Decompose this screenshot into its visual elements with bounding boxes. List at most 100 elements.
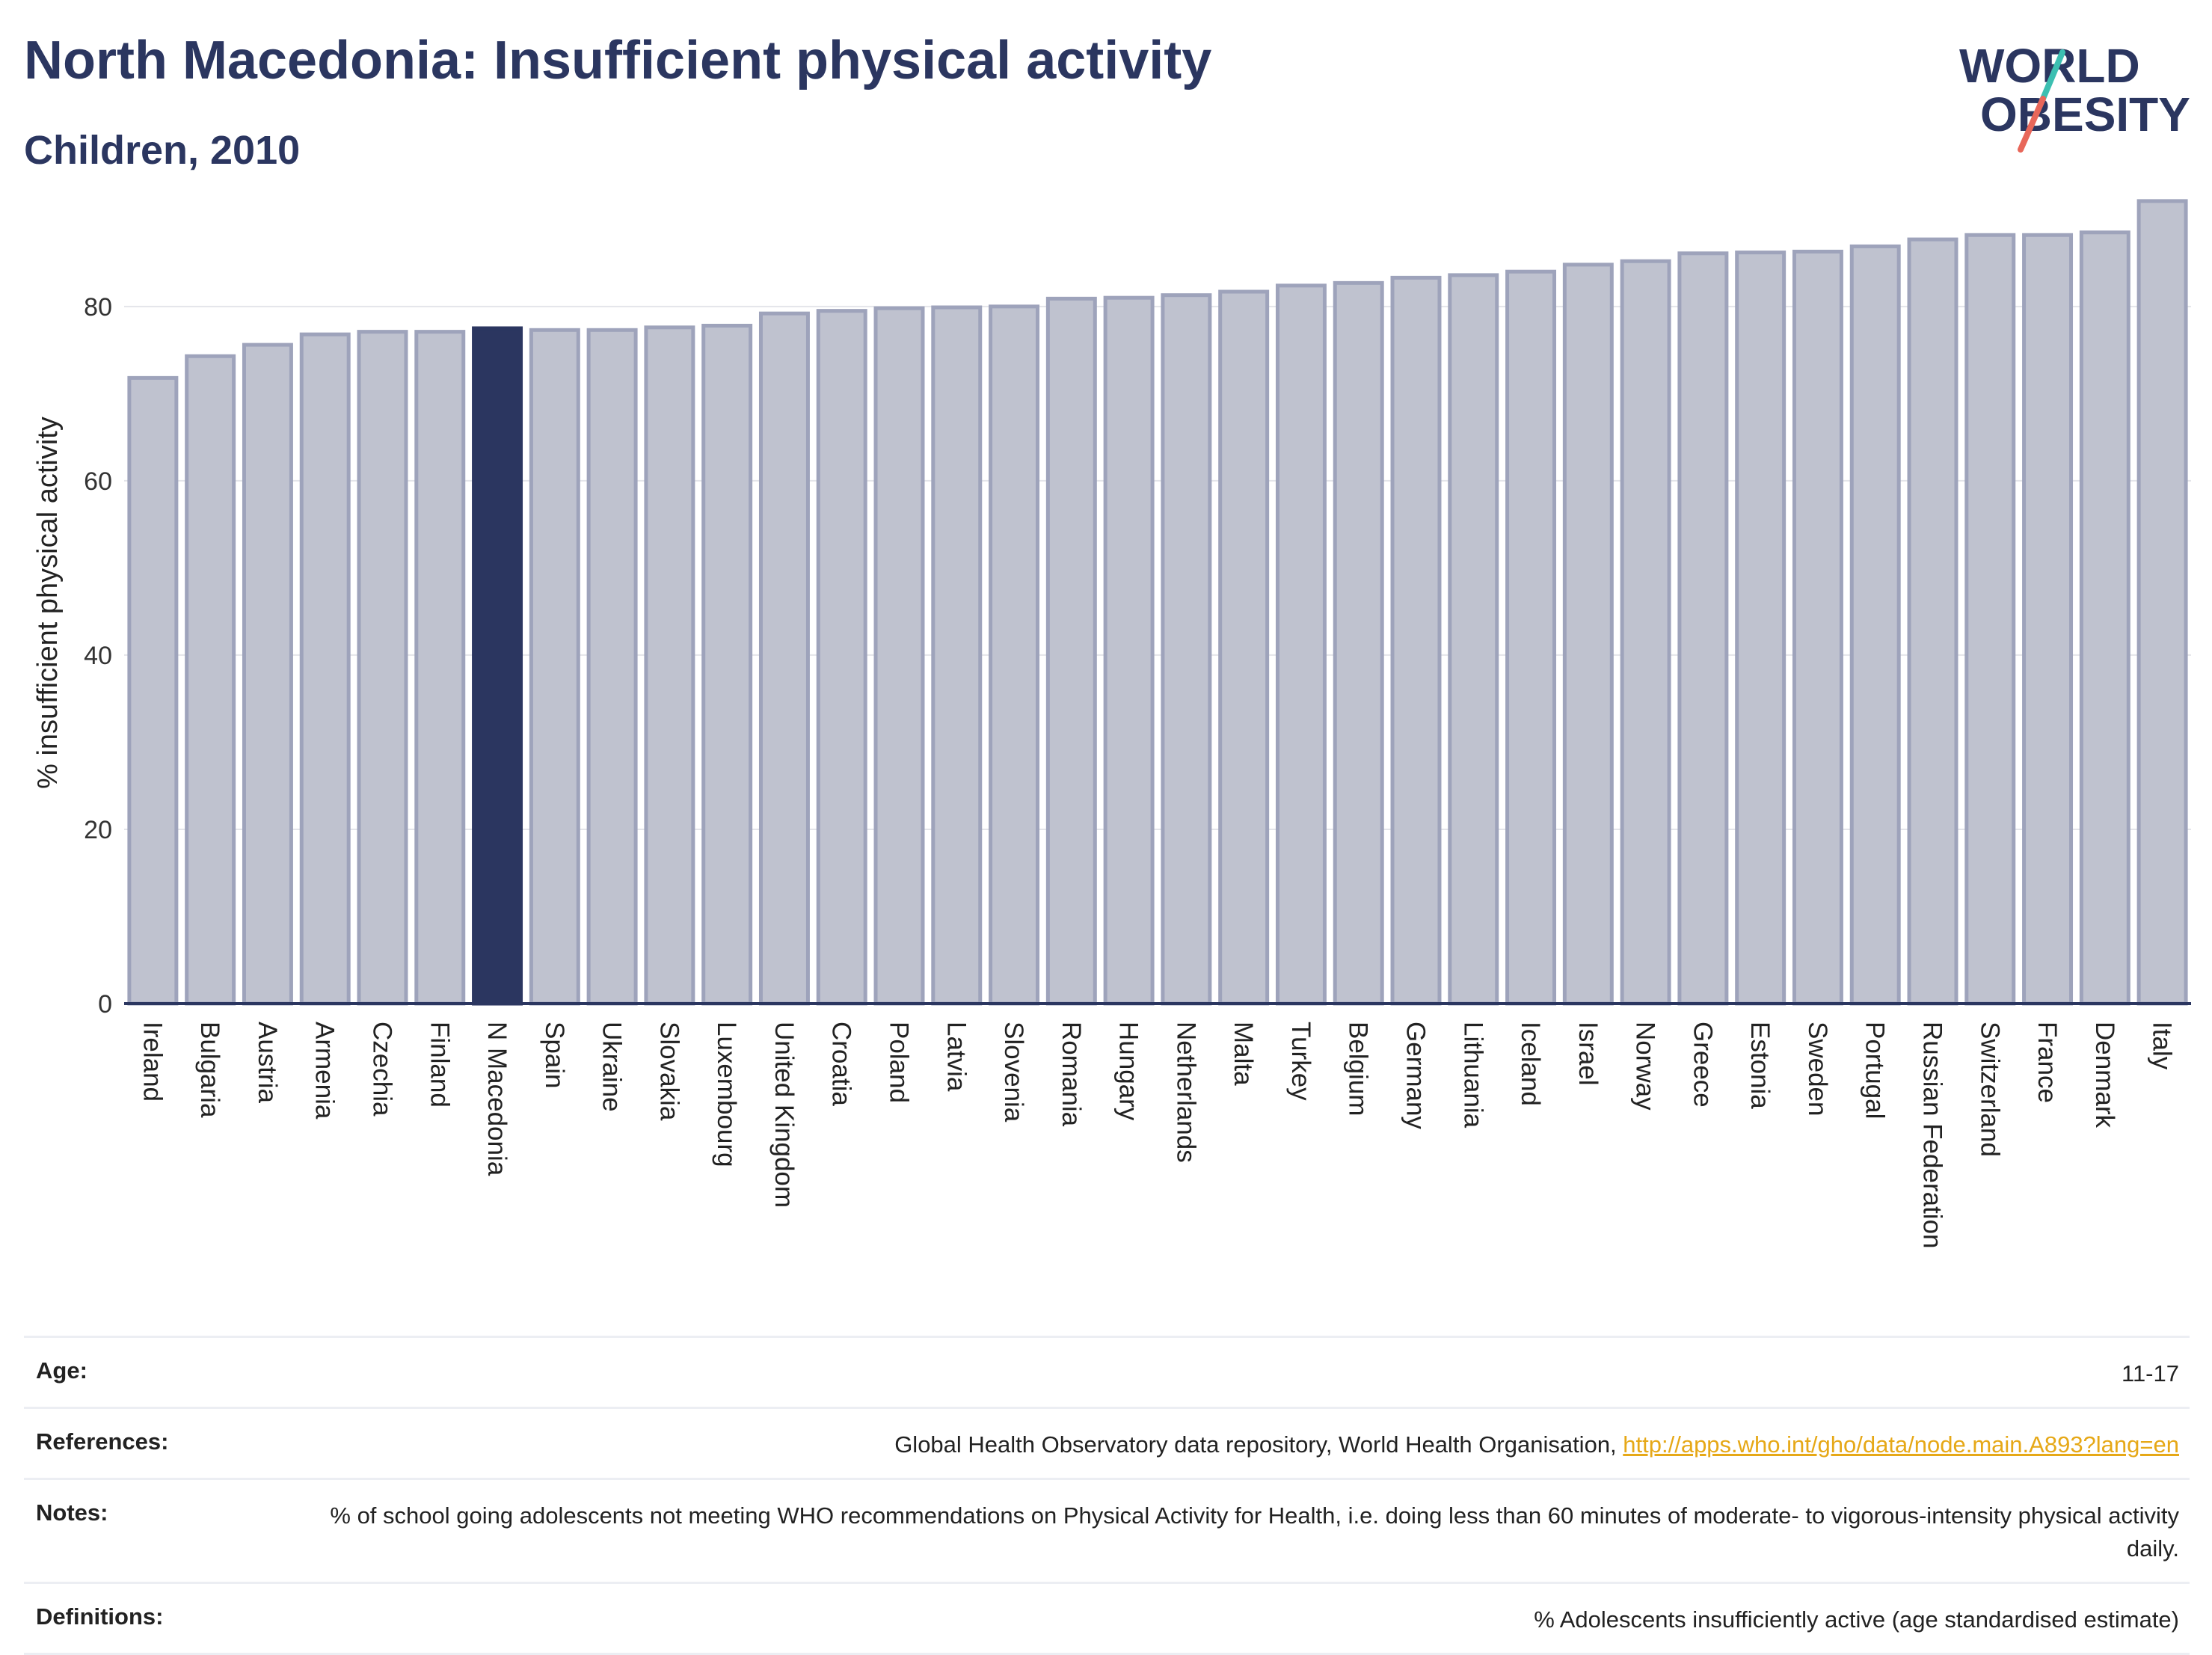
bar-ireland (127, 375, 179, 1006)
x-tick-label: Romania (1057, 1022, 1086, 1127)
age-value: 11-17 (2122, 1360, 2179, 1387)
bar-estonia (1735, 251, 1787, 1006)
x-tick-label: Czechia (368, 1022, 397, 1117)
references-value: Global Health Observatory data repositor… (894, 1428, 2179, 1461)
x-tick-label: Finland (425, 1022, 454, 1108)
x-tick-label: Ireland (138, 1022, 167, 1102)
world-obesity-logo: WORLD OBESITY (1959, 39, 2190, 153)
bar-united-kingdom (758, 311, 810, 1006)
logo-text-obesity: OBESITY (1980, 87, 2190, 141)
bar-slovenia (989, 304, 1040, 1006)
x-tick-label: Croatia (827, 1022, 856, 1106)
bar-france (2022, 233, 2074, 1006)
x-tick-label: Armenia (310, 1022, 340, 1120)
page-subtitle: Children, 2010 (24, 128, 301, 173)
page-title: North Macedonia: Insufficient physical a… (24, 31, 1212, 90)
bar-hungary (1103, 295, 1155, 1006)
x-tick-label: France (2033, 1022, 2062, 1103)
x-tick-label: Norway (1631, 1022, 1660, 1111)
x-tick-label: Slovakia (654, 1022, 683, 1121)
x-tick-label: Austria (253, 1022, 282, 1103)
y-axis-title: % insufficient physical activity (32, 417, 64, 789)
age-label: Age: (36, 1357, 87, 1384)
references-label: References: (36, 1428, 169, 1455)
bar-portugal (1849, 244, 1901, 1006)
bar-switzerland (1964, 233, 2016, 1006)
x-tick-label: Turkey (1286, 1022, 1315, 1101)
x-tick-label: Switzerland (1975, 1022, 2004, 1157)
bar-bulgaria (185, 354, 236, 1006)
x-tick-label: Estonia (1745, 1022, 1775, 1109)
y-tick-label: 20 (84, 816, 112, 844)
y-tick-label: 60 (84, 467, 112, 496)
bar-malta (1218, 289, 1270, 1006)
x-tick-label: Lithuania (1458, 1022, 1487, 1129)
bar-slovakia (644, 325, 695, 1006)
bar-italy (2136, 199, 2188, 1006)
x-tick-label: Luxembourg (712, 1022, 741, 1167)
bar-israel (1562, 262, 1614, 1006)
bar-lithuania (1448, 273, 1499, 1006)
bar-finland (414, 330, 466, 1006)
x-tick-label: Ukraine (597, 1022, 627, 1112)
x-tick-label: Bulgaria (195, 1022, 224, 1118)
definitions-label: Definitions: (36, 1603, 164, 1630)
x-tick-label: Portugal (1861, 1022, 1890, 1119)
bar-spain (529, 328, 580, 1006)
age-row: Age: 11-17 (24, 1336, 2190, 1407)
notes-row: Notes: % of school going adolescents not… (24, 1478, 2190, 1582)
notes-value: % of school going adolescents not meetin… (330, 1502, 2179, 1562)
x-tick-label: Israel (1573, 1022, 1603, 1086)
y-tick-label: 0 (98, 990, 112, 1019)
bar-chart: 0 20 40 60 80 % insufficient physical activit… (32, 199, 2191, 1249)
x-tick-label: Germany (1401, 1022, 1431, 1129)
bar-luxembourg (701, 323, 753, 1006)
notes-label: Notes: (36, 1499, 108, 1526)
x-tick-label: Russian Federation (1918, 1022, 1947, 1249)
x-tick-label: Greece (1688, 1022, 1717, 1108)
bar-turkey (1275, 283, 1327, 1006)
bar-norway (1620, 259, 1671, 1006)
x-tick-label: N Macedonia (482, 1022, 511, 1176)
bar-n-macedonia (472, 326, 523, 1006)
bar-netherlands (1161, 293, 1212, 1006)
x-tick-label: Spain (540, 1022, 569, 1089)
logo-slash-teal (2040, 49, 2065, 102)
x-tick-label: Poland (885, 1022, 914, 1103)
x-tick-label: Denmark (2090, 1022, 2119, 1128)
bar-czechia (357, 330, 408, 1006)
x-tick-label: Latvia (941, 1022, 971, 1092)
x-tick-label: Belgium (1344, 1022, 1373, 1116)
bar-sweden (1792, 249, 1843, 1006)
bar-croatia (816, 309, 867, 1006)
details-table: Age: 11-17 References: Global Health Obs… (24, 1336, 2190, 1655)
references-row: References: Global Health Observatory da… (24, 1407, 2190, 1478)
x-tick-label: Sweden (1803, 1022, 1832, 1116)
bar-belgium (1333, 280, 1384, 1006)
logo-slash-red (2018, 96, 2046, 153)
bar-russian-federation (1907, 237, 1958, 1006)
bar-ukraine (586, 328, 638, 1006)
x-tick-label: United Kingdom (769, 1022, 799, 1208)
x-tick-label: Hungary (1114, 1022, 1143, 1121)
x-tick-label: Iceland (1516, 1022, 1545, 1106)
x-tick-label: Italy (2148, 1022, 2177, 1070)
definitions-value: % Adolescents insufficiently active (age… (1534, 1606, 2179, 1633)
x-tick-label: Netherlands (1171, 1022, 1200, 1163)
bar-iceland (1505, 269, 1557, 1006)
bar-romania (1045, 296, 1097, 1006)
bar-armenia (299, 332, 351, 1006)
definitions-row: Definitions: % Adolescents insufficientl… (24, 1582, 2190, 1655)
bar-germany (1390, 275, 1442, 1006)
references-text: Global Health Observatory data repositor… (894, 1431, 1623, 1458)
bar-denmark (2079, 230, 2130, 1006)
y-tick-label: 80 (84, 293, 112, 322)
x-tick-label: Malta (1229, 1022, 1258, 1086)
x-tick-label: Slovenia (999, 1022, 1028, 1123)
bar-austria (242, 343, 293, 1006)
bar-poland (873, 306, 925, 1006)
bar-greece (1677, 251, 1729, 1006)
bar-latvia (931, 305, 983, 1006)
y-tick-label: 40 (84, 642, 112, 670)
references-link[interactable]: http://apps.who.int/gho/data/node.main.A… (1623, 1431, 2179, 1458)
